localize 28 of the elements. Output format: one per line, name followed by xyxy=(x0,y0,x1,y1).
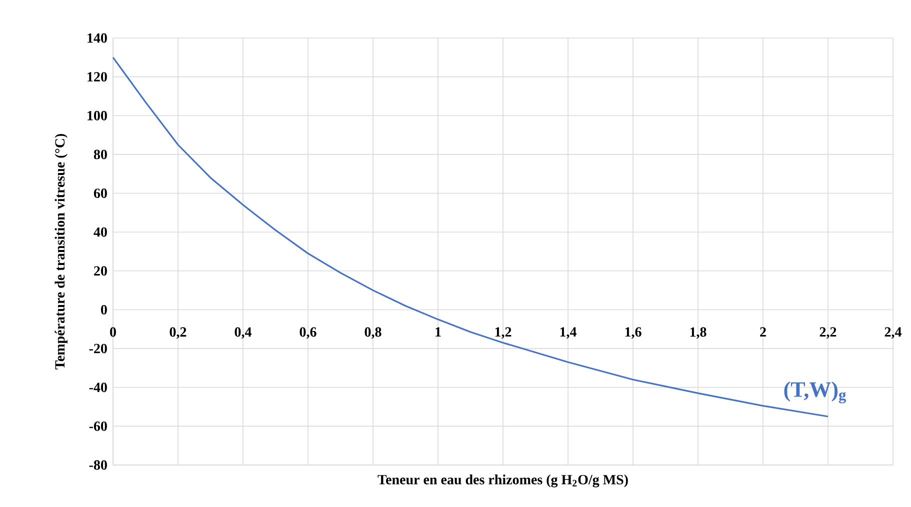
y-tick-label: 140 xyxy=(88,33,107,43)
x-tick-label: 1,8 xyxy=(690,327,706,339)
y-tick-label: -20 xyxy=(89,344,107,354)
x-tick-label: 1 xyxy=(436,327,441,337)
y-tick-label: -60 xyxy=(89,421,107,431)
annotation: (T,W)$_{g}$ xyxy=(784,382,846,404)
x-tick-label: 1,6 xyxy=(625,327,642,339)
x-tick-label: 1,2 xyxy=(495,327,512,339)
y-tick-label: -80 xyxy=(89,460,107,470)
x-axis-title: Teneur en eau des rhizomes (g H$_{2}$O/g MS) xyxy=(378,474,628,488)
y-tick-label: 120 xyxy=(88,72,107,82)
y-tick-label: 0 xyxy=(101,305,107,314)
y-tick-label: -40 xyxy=(89,382,107,392)
x-tick-label: 0,4 xyxy=(234,327,252,339)
y-axis-title: Température de transition vitresue (°C) xyxy=(54,134,68,370)
y-tick-label: 40 xyxy=(94,227,107,237)
x-tick-label: 0,2 xyxy=(170,327,186,339)
x-tick-label: 0,6 xyxy=(300,327,316,339)
x-tick-label: 0,8 xyxy=(364,327,382,339)
x-tick-label: 1,4 xyxy=(560,327,576,339)
x-tick-label: 2 xyxy=(760,327,766,337)
x-tick-label: 0 xyxy=(110,327,116,337)
x-tick-label: 2,4 xyxy=(884,327,902,339)
x-tick-label: 2,2 xyxy=(820,327,836,339)
y-tick-label: 100 xyxy=(88,110,107,120)
y-tick-label: 20 xyxy=(94,266,107,276)
y-tick-label: 80 xyxy=(94,150,107,160)
y-tick-label: 60 xyxy=(94,188,107,198)
